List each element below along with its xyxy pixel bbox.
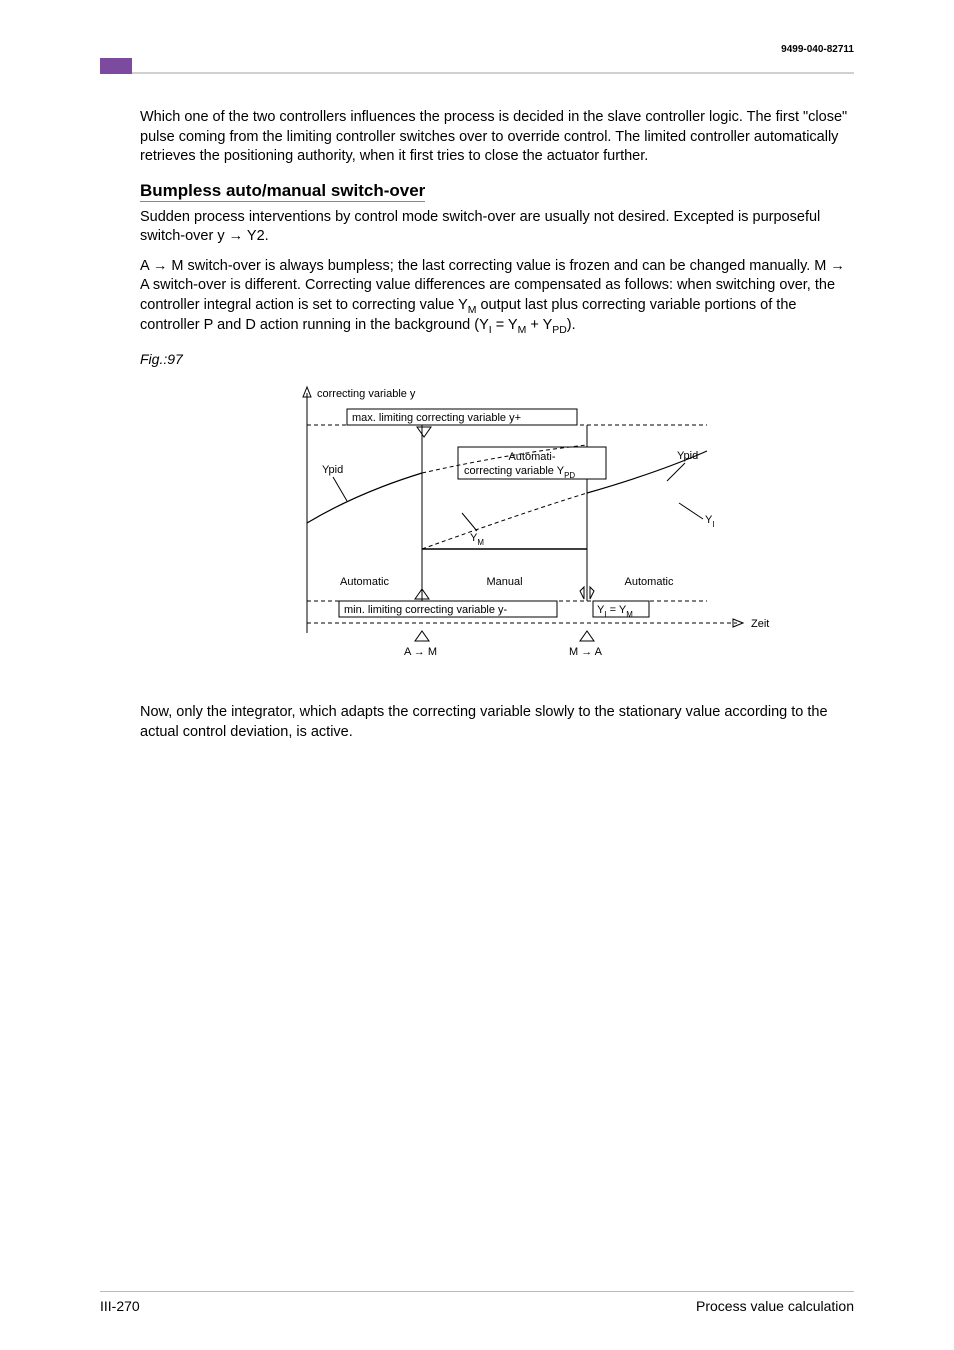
document-id: 9499-040-82711 (781, 44, 854, 55)
main-content: Which one of the two controllers influen… (140, 108, 854, 752)
p3-a: A (140, 258, 153, 274)
p3-arrow1: → (153, 258, 168, 274)
p3-arrow2: → (830, 258, 845, 274)
p3-g: ). (567, 317, 576, 333)
paragraph-2: Sudden process interventions by control … (140, 208, 854, 247)
svg-text:A → M: A → M (404, 646, 437, 658)
svg-text:Manual: Manual (486, 576, 522, 588)
svg-text:M → A: M → A (569, 646, 603, 658)
svg-text:Automatic: Automatic (340, 576, 389, 588)
p2-arrow: → (229, 228, 244, 244)
intro-paragraph: Which one of the two controllers influen… (140, 108, 854, 167)
p3-f: + Y (526, 317, 552, 333)
svg-text:Ypid: Ypid (322, 464, 343, 476)
svg-text:YM: YM (470, 532, 484, 547)
svg-text:correcting variable y: correcting variable y (317, 388, 416, 400)
svg-text:min. limiting correcting varia: min. limiting correcting variable y- (344, 604, 508, 616)
footer: III-270 Process value calculation (100, 1291, 854, 1314)
svg-text:YI: YI (705, 514, 715, 529)
bumpless-diagram: correcting variable y Zeit max. limiting c… (217, 373, 777, 683)
header-accent (100, 58, 132, 74)
figure-label: Fig.:97 (140, 351, 854, 367)
header-bar: 9499-040-82711 (100, 58, 854, 74)
header-gray-line (100, 72, 854, 74)
footer-page-number: III-270 (100, 1298, 140, 1314)
p3-b: M switch-over is always bumpless; the la… (167, 258, 830, 274)
p3-sub4: PD (552, 324, 567, 335)
p3-sub3: M (518, 324, 527, 335)
footer-section-title: Process value calculation (696, 1298, 854, 1314)
section-heading: Bumpless auto/manual switch-over (140, 181, 425, 202)
paragraph-3: A → M switch-over is always bumpless; th… (140, 257, 854, 335)
closing-paragraph: Now, only the integrator, which adapts t… (140, 703, 854, 742)
svg-text:Zeit: Zeit (751, 618, 769, 630)
section-heading-wrap: Bumpless auto/manual switch-over (140, 177, 854, 208)
svg-text:Automatic: Automatic (625, 576, 674, 588)
svg-text:Automati-: Automati- (508, 451, 555, 463)
p3-e: = Y (492, 317, 518, 333)
p2-after: Y2. (243, 228, 269, 244)
svg-text:max. limiting correcting varia: max. limiting correcting variable y+ (352, 412, 521, 424)
